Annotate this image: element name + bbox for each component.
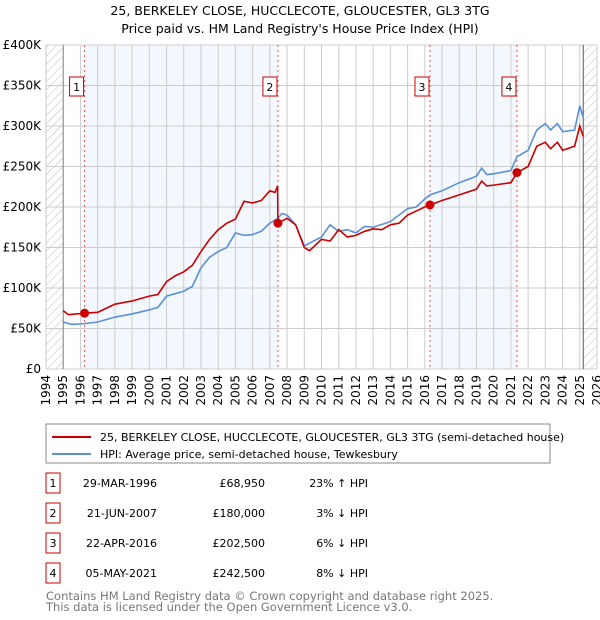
- x-tick-label: 2016: [418, 375, 432, 406]
- sale-label-box: [501, 76, 517, 97]
- x-tick-label: 2019: [469, 375, 483, 406]
- y-tick-label: £50K: [10, 322, 42, 336]
- x-tick-label: 1997: [91, 375, 105, 406]
- chart-subtitle: Price paid vs. HM Land Registry's House …: [121, 21, 478, 36]
- x-tick-label: 2010: [315, 375, 329, 406]
- x-tick-label: 2015: [401, 375, 415, 406]
- x-tick-label: 2004: [211, 375, 225, 406]
- sale-hpi-diff: 3% ↓ HPI: [316, 507, 368, 520]
- sale-number-box: [45, 502, 61, 524]
- sale-label: 3: [418, 81, 425, 94]
- x-tick-label: 2009: [297, 375, 311, 406]
- hpi-line: [63, 105, 584, 326]
- x-tick-label: 2023: [538, 375, 552, 406]
- sale-label-box: [69, 76, 85, 97]
- x-tick-label: 2003: [194, 375, 208, 406]
- y-tick-label: £200K: [3, 200, 43, 214]
- x-tick-label: 2002: [177, 375, 191, 406]
- sale-date: 22-APR-2016: [86, 537, 157, 550]
- sale-point: [80, 308, 90, 318]
- sale-number: 1: [50, 477, 57, 490]
- sale-date: 05-MAY-2021: [85, 567, 157, 580]
- y-tick-label: £150K: [3, 241, 43, 255]
- y-tick-label: £300K: [3, 119, 43, 133]
- x-tick-label: 2008: [280, 375, 294, 406]
- x-tick-label: 2012: [349, 375, 363, 406]
- sale-label-box: [262, 76, 278, 97]
- x-tick-label: 2011: [332, 375, 346, 406]
- sale-price: £68,950: [220, 477, 266, 490]
- legend: [45, 423, 551, 464]
- sale-number: 4: [50, 567, 57, 580]
- sale-date: 29-MAR-1996: [83, 477, 157, 490]
- y-tick-label: £100K: [3, 281, 43, 295]
- sale-date: 21-JUN-2007: [87, 507, 157, 520]
- sale-label-box: [414, 76, 430, 97]
- x-tick-label: 2007: [263, 375, 277, 406]
- chart-title: 25, BERKELEY CLOSE, HUCCLECOTE, GLOUCEST…: [110, 3, 489, 18]
- sale-label: 2: [266, 81, 273, 94]
- x-tick-label: 2014: [383, 375, 397, 406]
- y-tick-label: £0: [26, 362, 41, 376]
- x-tick-label: 2013: [366, 375, 380, 406]
- x-tick-label: 2017: [435, 375, 449, 406]
- x-tick-label: 1999: [125, 375, 139, 406]
- legend-label: HPI: Average price, semi-detached house,…: [100, 448, 398, 461]
- sale-point: [273, 218, 283, 228]
- sale-price: £180,000: [213, 507, 266, 520]
- x-tick-label: 2000: [142, 375, 156, 406]
- sale-label: 4: [505, 81, 512, 94]
- y-tick-label: £400K: [3, 38, 43, 52]
- x-tick-label: 1996: [73, 375, 87, 406]
- x-tick-label: 1994: [39, 375, 53, 406]
- x-tick-label: 2001: [160, 375, 174, 406]
- sale-hpi-diff: 23% ↑ HPI: [309, 477, 368, 490]
- footer-line-2: This data is licensed under the Open Gov…: [45, 600, 412, 614]
- sale-number-box: [45, 562, 61, 584]
- sale-hpi-diff: 8% ↓ HPI: [316, 567, 368, 580]
- y-tick-label: £250K: [3, 160, 43, 174]
- sale-number-box: [45, 532, 61, 554]
- sale-number-box: [45, 472, 61, 494]
- footer-line-1: Contains HM Land Registry data © Crown c…: [46, 589, 493, 603]
- x-tick-label: 1995: [56, 375, 70, 406]
- price-paid-line: [62, 123, 584, 316]
- sale-point: [512, 168, 522, 178]
- legend-label: 25, BERKELEY CLOSE, HUCCLECOTE, GLOUCEST…: [100, 431, 564, 444]
- sale-label: 1: [73, 81, 80, 94]
- x-tick-label: 2021: [504, 375, 518, 406]
- x-tick-label: 2024: [556, 375, 570, 406]
- x-tick-label: 2018: [452, 375, 466, 406]
- sale-number: 2: [50, 507, 57, 520]
- sale-point: [425, 200, 435, 210]
- sale-price: £242,500: [213, 567, 266, 580]
- x-tick-label: 2022: [521, 375, 535, 406]
- x-tick-label: 2005: [228, 375, 242, 406]
- x-tick-label: 2025: [573, 375, 587, 406]
- sale-hpi-diff: 6% ↓ HPI: [316, 537, 368, 550]
- x-tick-label: 2020: [487, 375, 501, 406]
- sale-number: 3: [50, 537, 57, 550]
- y-tick-label: £350K: [3, 79, 43, 93]
- x-tick-label: 2026: [590, 375, 600, 406]
- x-tick-label: 1998: [108, 375, 122, 406]
- sale-price: £202,500: [213, 537, 266, 550]
- x-tick-label: 2006: [246, 375, 260, 406]
